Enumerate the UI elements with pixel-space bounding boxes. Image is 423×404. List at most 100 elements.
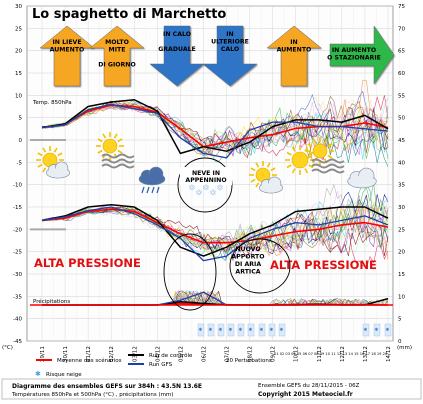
perturbation-line-t850 bbox=[41, 105, 389, 157]
snow-risk-bg bbox=[227, 323, 235, 337]
fog-line bbox=[311, 168, 345, 174]
sun-ray bbox=[323, 138, 328, 144]
snow-risk-bg bbox=[207, 323, 215, 337]
y-tick-left: 30 bbox=[15, 4, 22, 10]
y-tick-right: 50 bbox=[398, 116, 405, 122]
chart-title: Lo spaghetto di Marchetto bbox=[32, 7, 226, 22]
x-tick-label: 04/12 bbox=[155, 346, 161, 362]
y-tick-right: 45 bbox=[398, 138, 405, 144]
y-tick-left: 25 bbox=[15, 26, 22, 32]
y-tick-right: 20 bbox=[398, 250, 405, 256]
sun-ray bbox=[117, 138, 123, 143]
fog-line bbox=[101, 158, 135, 164]
snow-risk-bg bbox=[268, 323, 276, 337]
y-tick-right: 0 bbox=[398, 339, 402, 345]
y-tick-left: -10 bbox=[13, 183, 22, 189]
ticks-layer: 302520151050-5-10-15-20-25-30-35-40-4575… bbox=[13, 4, 405, 362]
snow-icon: ✱ bbox=[189, 184, 195, 192]
nuovo-label: DI ARIA bbox=[235, 261, 261, 268]
y-tick-left: -25 bbox=[13, 250, 22, 256]
arrow-label: GRADUALE bbox=[158, 46, 196, 53]
perturbation-line-t500 bbox=[41, 190, 389, 250]
snow-icon: ✱ bbox=[209, 327, 213, 333]
perturbation-ids: 01 02 03 04 05 06 07 08 09 10 11 12 13 1… bbox=[274, 352, 388, 356]
sun-icon bbox=[285, 145, 315, 175]
snow-risk-bg bbox=[237, 323, 245, 337]
x-tick-label: 06/12 bbox=[201, 346, 207, 362]
fog-line bbox=[311, 158, 345, 164]
snow-risk-bg bbox=[258, 323, 266, 337]
y-tick-right: 30 bbox=[398, 205, 405, 211]
sun-ray bbox=[255, 182, 260, 188]
neve-label-bg bbox=[180, 167, 232, 185]
sun-ray bbox=[255, 162, 260, 168]
right-unit: (mm) bbox=[397, 345, 412, 351]
series-line-t500 bbox=[41, 204, 389, 257]
trend-arrow-up bbox=[89, 25, 145, 87]
snow-risk-bg bbox=[217, 323, 225, 337]
snow-icon: ✱ bbox=[229, 327, 233, 333]
snow-risk-marker: ✱ bbox=[247, 323, 255, 337]
arrow-label: IN CALO bbox=[163, 31, 191, 38]
snow-risk-marker: ✱ bbox=[278, 323, 286, 337]
nuovo-circle bbox=[229, 238, 291, 294]
y-tick-left: -15 bbox=[13, 205, 22, 211]
x-tick-label: 12/12 bbox=[340, 346, 346, 362]
y-tick-left: 15 bbox=[15, 71, 22, 77]
sun-ray bbox=[327, 143, 333, 148]
left-unit: (°C) bbox=[2, 345, 13, 351]
risque-label: Risque neige bbox=[46, 372, 82, 378]
perturbation-line-t500 bbox=[41, 206, 389, 262]
arrow-label: CALO bbox=[221, 46, 239, 53]
snow-risk-bg bbox=[362, 323, 370, 337]
arrow-label: MOLTO bbox=[105, 39, 129, 46]
series-line-t850 bbox=[41, 99, 389, 155]
sun-ray bbox=[57, 152, 63, 157]
y-tick-right: 75 bbox=[398, 4, 405, 10]
trend-arrow-down bbox=[202, 25, 258, 87]
weather-icons bbox=[36, 132, 377, 194]
snow-risk-marker: ✱ bbox=[373, 323, 381, 337]
arrow-label: AUMENTO bbox=[277, 47, 312, 54]
series-line-t500 bbox=[41, 206, 389, 262]
snow-icon: ✱ bbox=[219, 327, 223, 333]
y-tick-right: 60 bbox=[398, 71, 405, 77]
y-tick-right: 55 bbox=[398, 93, 405, 99]
sun-ray bbox=[304, 146, 309, 152]
x-tick-label: 08/12 bbox=[248, 346, 254, 362]
snow-icon: ✱ bbox=[199, 327, 203, 333]
sun-ray bbox=[117, 149, 123, 154]
neve-label: APPENNINO bbox=[185, 177, 226, 184]
sun-fog-icon bbox=[96, 132, 135, 169]
x-tick-label: 01/12 bbox=[86, 346, 92, 362]
precip-label: Précipitations bbox=[33, 298, 70, 305]
sun-ray bbox=[286, 164, 292, 169]
snow-icon: ✱ bbox=[280, 327, 284, 333]
snow-icon: ✱ bbox=[364, 327, 368, 333]
snow-icon: ✱ bbox=[375, 327, 379, 333]
cloud-fill bbox=[260, 183, 282, 193]
arrow-label: O STAZIONARIE bbox=[327, 55, 381, 62]
perturbation-line-t850 bbox=[41, 103, 389, 167]
perturbation-line-t500 bbox=[41, 205, 389, 251]
y-tick-left: -35 bbox=[13, 294, 22, 300]
snow-risk-marker: ✱ bbox=[217, 323, 225, 337]
snow-icon: ✱ bbox=[249, 327, 253, 333]
y-tick-right: 10 bbox=[398, 294, 405, 300]
y-tick-right: 40 bbox=[398, 160, 405, 166]
snow-icon: ✱ bbox=[35, 370, 41, 378]
sun-ray bbox=[308, 164, 314, 169]
rain-drop bbox=[151, 186, 155, 194]
sun-fog-icon bbox=[306, 137, 345, 174]
trend-arrow-down bbox=[149, 25, 205, 87]
y-tick-right: 5 bbox=[398, 317, 402, 323]
snow-icon: ✱ bbox=[270, 327, 274, 333]
x-tick-label: 07/12 bbox=[225, 346, 231, 362]
snow-risk-marker: ✱ bbox=[362, 323, 370, 337]
snow-icon: ✱ bbox=[239, 327, 243, 333]
sun-ray bbox=[286, 151, 292, 156]
sun-ray bbox=[37, 152, 43, 157]
sun-ray bbox=[113, 133, 118, 139]
